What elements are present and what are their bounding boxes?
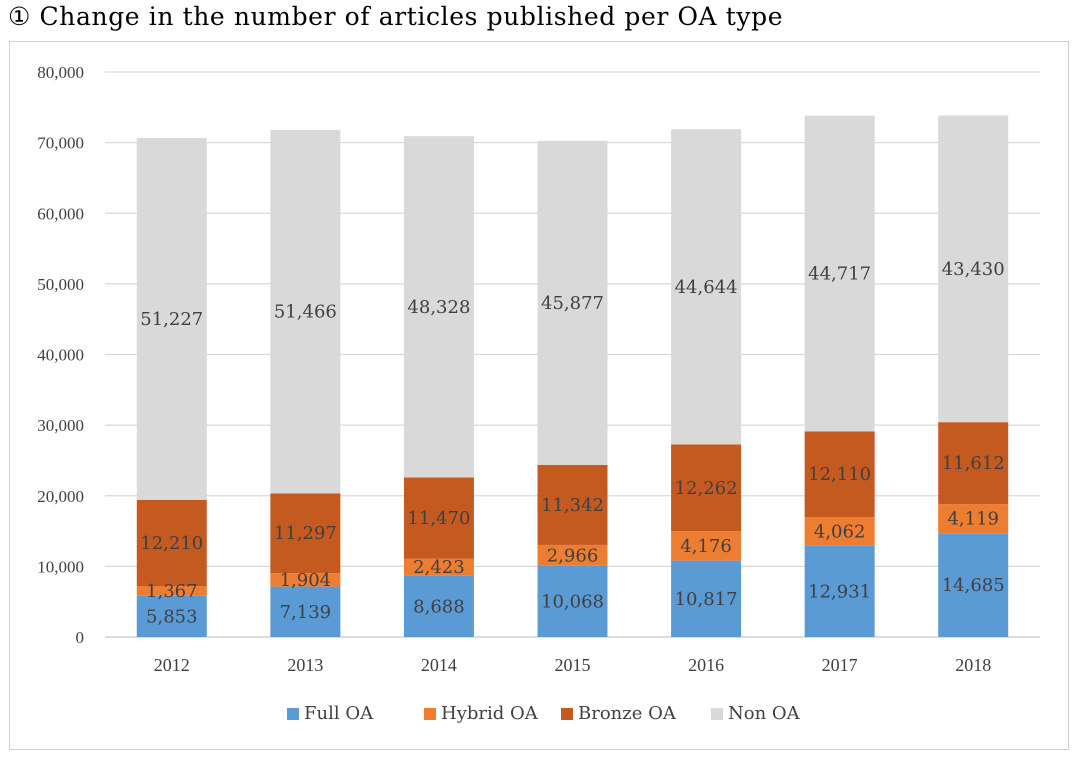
legend-label: Hybrid OA <box>441 703 539 724</box>
y-tick-label: 70,000 <box>37 134 84 153</box>
data-label: 1,904 <box>280 570 332 591</box>
legend-swatch <box>561 708 573 720</box>
bar-segment-hybrid-oa <box>671 531 742 561</box>
y-tick-label: 20,000 <box>37 487 84 506</box>
data-label: 7,139 <box>280 602 332 623</box>
x-axis: 2012 2013 2014 2015 2016 2017 2018 <box>154 655 991 675</box>
bar-segment-full-oa <box>270 586 341 637</box>
chart-frame <box>9 41 1069 750</box>
bar-segment-non-oa <box>537 140 608 465</box>
legend-label: Bronze OA <box>578 703 677 724</box>
bar-segment-bronze-oa <box>270 493 341 574</box>
y-tick-label: 40,000 <box>37 346 84 365</box>
data-label: 44,644 <box>675 277 738 298</box>
legend-label: Non OA <box>728 703 801 724</box>
data-label: 12,931 <box>808 581 871 602</box>
chart-title: ① Change in the number of articles publi… <box>8 2 784 31</box>
bar-segment-bronze-oa <box>403 477 474 559</box>
bar-segment-full-oa <box>537 565 608 637</box>
x-tick-label: 2012 <box>154 655 190 675</box>
x-tick-label: 2017 <box>822 655 858 675</box>
data-label: 44,717 <box>808 264 871 285</box>
y-tick-label: 30,000 <box>37 416 84 435</box>
y-tick-label: 10,000 <box>37 557 84 576</box>
x-tick-label: 2015 <box>555 655 591 675</box>
bar-segment-hybrid-oa <box>537 544 608 566</box>
bar-segment-non-oa <box>403 136 474 478</box>
data-label: 4,119 <box>947 509 999 530</box>
data-label: 2,423 <box>413 557 465 578</box>
bar-segment-hybrid-oa <box>403 558 474 576</box>
bar-segment-non-oa <box>671 129 742 445</box>
data-label: 2,966 <box>547 545 599 566</box>
bar-segment-hybrid-oa <box>804 516 875 546</box>
y-tick-label: 80,000 <box>37 63 84 82</box>
bar-segment-hybrid-oa <box>270 573 341 587</box>
bar-segment-non-oa <box>938 115 1009 423</box>
y-axis: 0 10,000 20,000 30,000 40,000 50,000 60,000 70,… <box>37 63 84 647</box>
data-label: 1,367 <box>146 581 198 602</box>
bar-segment-non-oa <box>804 115 875 432</box>
data-label: 11,342 <box>541 495 604 516</box>
bars <box>136 115 1009 637</box>
data-label: 51,466 <box>274 302 337 323</box>
bar-segment-full-oa <box>671 560 742 637</box>
bar-segment-full-oa <box>136 595 207 637</box>
y-tick-label: 50,000 <box>37 275 84 294</box>
x-tick-label: 2018 <box>955 655 991 675</box>
data-label: 11,470 <box>407 508 470 529</box>
data-label: 11,297 <box>274 523 337 544</box>
data-labels: 5,853 1,367 12,210 51,227 7,139 1,904 11,297 51… <box>140 259 1004 628</box>
x-tick-label: 2014 <box>421 655 457 675</box>
data-label: 14,685 <box>942 575 1005 596</box>
legend-label: Full OA <box>304 703 374 724</box>
data-label: 48,328 <box>407 297 470 318</box>
data-label: 12,110 <box>808 464 871 485</box>
legend-swatch <box>287 708 299 720</box>
bar-segment-bronze-oa <box>136 499 207 587</box>
y-tick-label: 60,000 <box>37 204 84 223</box>
bar-segment-bronze-oa <box>671 444 742 532</box>
data-label: 11,612 <box>942 453 1005 474</box>
data-label: 45,877 <box>541 293 604 314</box>
x-tick-label: 2016 <box>688 655 724 675</box>
bar-segment-non-oa <box>136 137 207 500</box>
bar-segment-hybrid-oa <box>136 586 207 596</box>
legend-swatch <box>711 708 723 720</box>
bar-segment-full-oa <box>403 575 474 637</box>
bar-segment-hybrid-oa <box>938 504 1009 534</box>
y-tick-label: 0 <box>76 628 85 647</box>
data-label: 43,430 <box>942 259 1005 280</box>
bar-segment-bronze-oa <box>537 464 608 545</box>
data-label: 12,262 <box>675 478 738 499</box>
legend-swatch <box>424 708 436 720</box>
bar-segment-full-oa <box>938 533 1009 637</box>
bar-segment-bronze-oa <box>804 431 875 517</box>
data-label: 4,062 <box>814 521 866 542</box>
bar-segment-non-oa <box>270 129 341 494</box>
data-label: 10,817 <box>675 589 738 610</box>
data-label: 12,210 <box>140 533 203 554</box>
data-label: 10,068 <box>541 591 604 612</box>
x-tick-label: 2013 <box>287 655 323 675</box>
bar-segment-bronze-oa <box>938 422 1009 505</box>
data-label: 5,853 <box>146 606 198 627</box>
data-label: 51,227 <box>140 309 203 330</box>
bar-segment-full-oa <box>804 545 875 637</box>
data-label: 4,176 <box>680 536 732 557</box>
legend: Full OA Hybrid OA Bronze OA Non OA <box>287 703 801 724</box>
data-label: 8,688 <box>413 596 465 617</box>
